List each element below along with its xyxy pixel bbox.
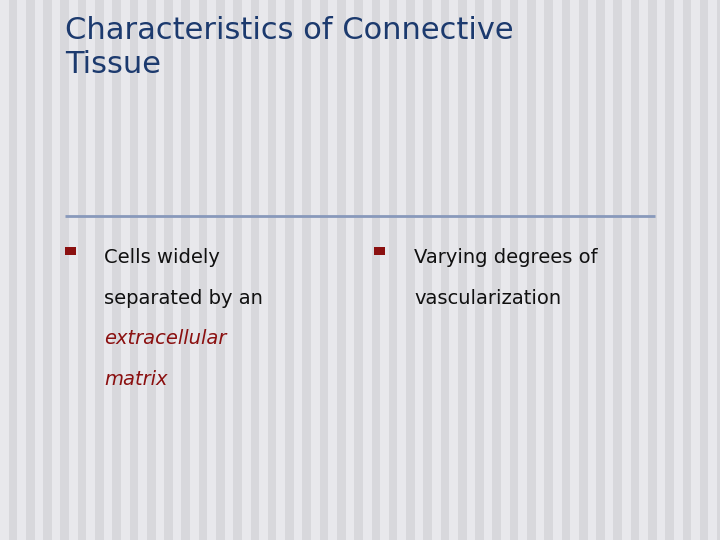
Bar: [596, 0, 605, 540]
Bar: [130, 0, 138, 540]
Bar: [302, 0, 311, 540]
Bar: [121, 0, 130, 540]
Text: Cells widely: Cells widely: [104, 248, 220, 267]
Bar: [65, 247, 76, 255]
Bar: [354, 0, 363, 540]
Bar: [9, 0, 17, 540]
Bar: [164, 0, 173, 540]
Bar: [570, 0, 579, 540]
Bar: [60, 0, 69, 540]
Bar: [406, 0, 415, 540]
Bar: [639, 0, 648, 540]
Bar: [562, 0, 570, 540]
Bar: [69, 0, 78, 540]
Bar: [285, 0, 294, 540]
Bar: [156, 0, 164, 540]
Bar: [328, 0, 337, 540]
Bar: [190, 0, 199, 540]
Bar: [86, 0, 95, 540]
Text: Varying degrees of: Varying degrees of: [414, 248, 598, 267]
Bar: [665, 0, 674, 540]
Bar: [374, 247, 385, 255]
Bar: [78, 0, 86, 540]
Bar: [216, 0, 225, 540]
Bar: [501, 0, 510, 540]
Bar: [536, 0, 544, 540]
Bar: [26, 0, 35, 540]
Bar: [648, 0, 657, 540]
Bar: [251, 0, 259, 540]
Bar: [268, 0, 276, 540]
Bar: [337, 0, 346, 540]
Text: extracellular: extracellular: [104, 329, 227, 348]
Bar: [138, 0, 147, 540]
Bar: [683, 0, 691, 540]
Bar: [95, 0, 104, 540]
Bar: [622, 0, 631, 540]
Bar: [432, 0, 441, 540]
Bar: [294, 0, 302, 540]
Text: Characteristics of Connective
Tissue: Characteristics of Connective Tissue: [65, 16, 513, 79]
Bar: [579, 0, 588, 540]
Bar: [518, 0, 527, 540]
Bar: [657, 0, 665, 540]
Bar: [510, 0, 518, 540]
Bar: [475, 0, 484, 540]
Bar: [467, 0, 475, 540]
Bar: [17, 0, 26, 540]
Bar: [173, 0, 181, 540]
Bar: [242, 0, 251, 540]
Text: vascularization: vascularization: [414, 289, 561, 308]
Bar: [415, 0, 423, 540]
Bar: [43, 0, 52, 540]
Bar: [52, 0, 60, 540]
Bar: [380, 0, 389, 540]
Bar: [372, 0, 380, 540]
Bar: [544, 0, 553, 540]
Bar: [363, 0, 372, 540]
Bar: [233, 0, 242, 540]
Bar: [112, 0, 121, 540]
Bar: [181, 0, 190, 540]
Bar: [588, 0, 596, 540]
Bar: [199, 0, 207, 540]
Text: separated by an: separated by an: [104, 289, 264, 308]
Bar: [147, 0, 156, 540]
Bar: [35, 0, 43, 540]
Bar: [441, 0, 449, 540]
Bar: [259, 0, 268, 540]
Bar: [0, 0, 9, 540]
Bar: [311, 0, 320, 540]
Bar: [423, 0, 432, 540]
Bar: [708, 0, 717, 540]
Bar: [553, 0, 562, 540]
Bar: [389, 0, 397, 540]
Bar: [631, 0, 639, 540]
Bar: [700, 0, 708, 540]
Bar: [449, 0, 458, 540]
Bar: [458, 0, 467, 540]
Bar: [104, 0, 112, 540]
Bar: [225, 0, 233, 540]
Text: matrix: matrix: [104, 370, 168, 389]
Bar: [320, 0, 328, 540]
Bar: [397, 0, 406, 540]
Bar: [674, 0, 683, 540]
Bar: [717, 0, 720, 540]
Bar: [527, 0, 536, 540]
Bar: [207, 0, 216, 540]
Bar: [691, 0, 700, 540]
Bar: [613, 0, 622, 540]
Bar: [492, 0, 501, 540]
Bar: [605, 0, 613, 540]
Bar: [484, 0, 492, 540]
Bar: [346, 0, 354, 540]
Bar: [276, 0, 285, 540]
